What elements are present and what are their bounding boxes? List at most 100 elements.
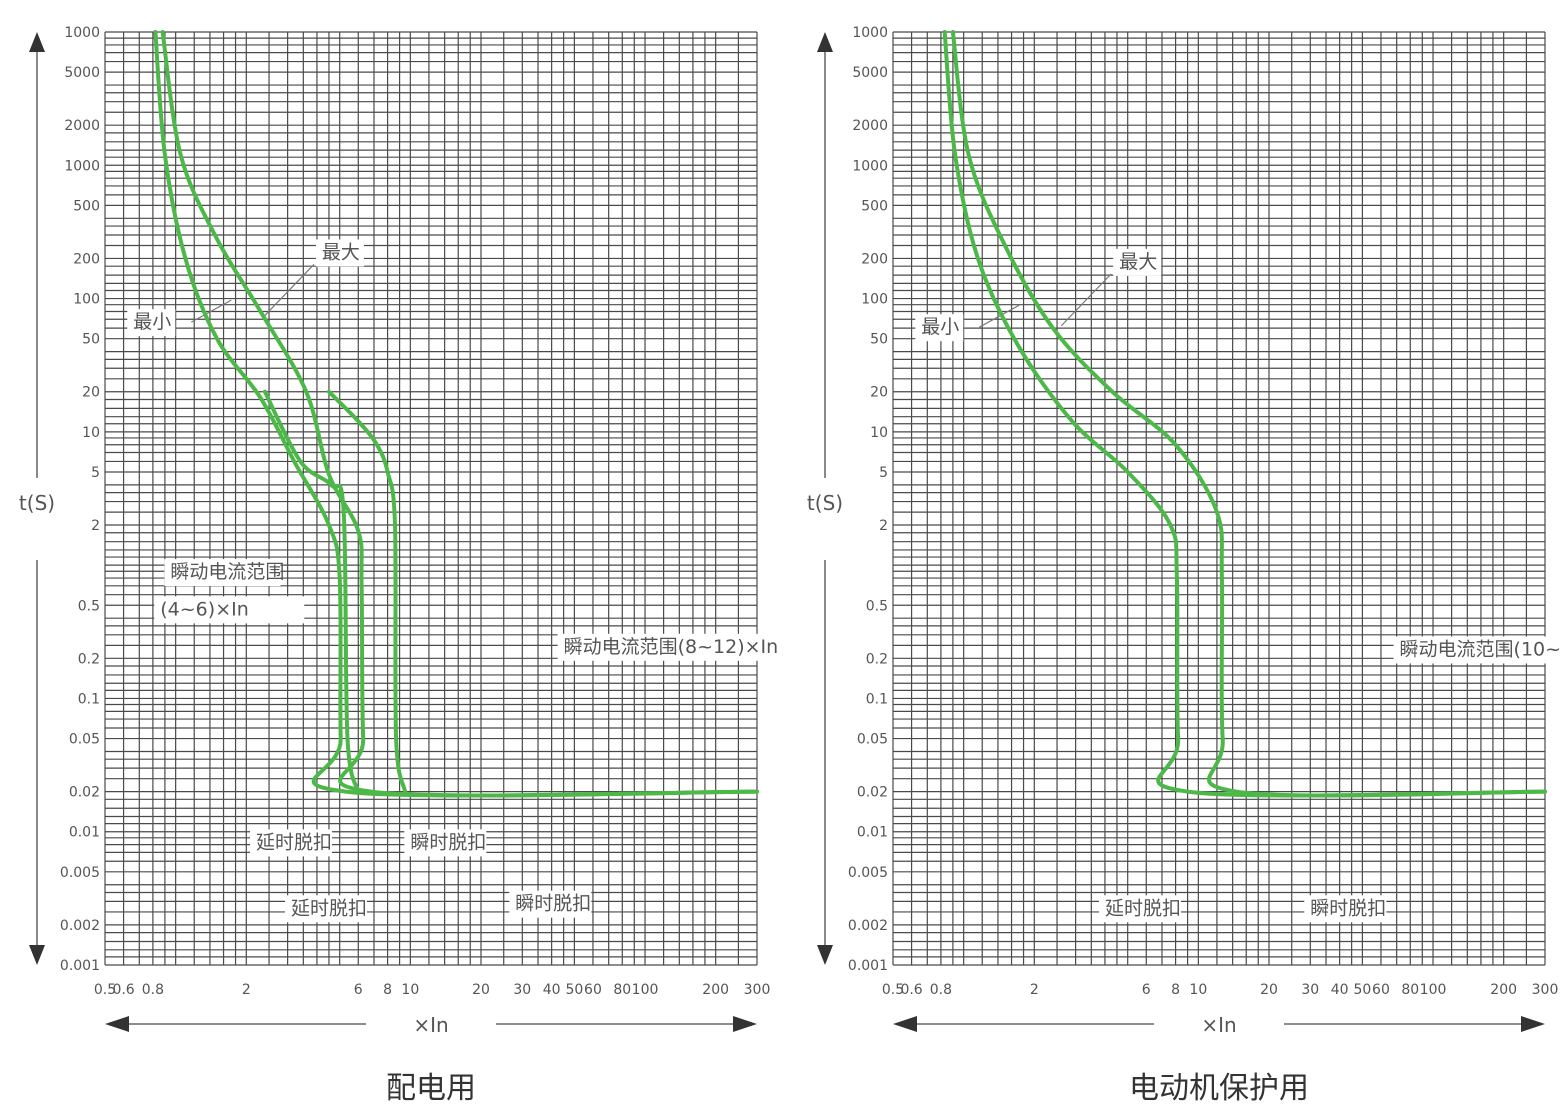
chart-2-xtick-label: 50 xyxy=(1353,982,1371,998)
chart-1-ytick-label: 1000 xyxy=(64,25,100,41)
chart-2-xtick-label: 8 xyxy=(1171,982,1180,998)
chart-1-title: 配电用 xyxy=(386,1071,476,1106)
chart-1-leader-line xyxy=(191,299,232,323)
chart-2-series-1-line xyxy=(942,30,1547,798)
chart-2-xtick-label: 60 xyxy=(1372,982,1390,998)
chart-2-ytick-label: 50 xyxy=(870,332,888,348)
chart-1-annotation-bg xyxy=(509,890,592,918)
chart-2-xtick-label: 0.5 xyxy=(882,982,904,998)
chart-2-xtick-label: 2 xyxy=(1030,982,1039,998)
chart-2-ytick-label: 0.2 xyxy=(866,651,888,667)
chart-2-leader-line xyxy=(1060,273,1112,327)
chart-2-xtick-label: 100 xyxy=(1420,982,1447,998)
chart-2-annotation: 最大 xyxy=(1119,251,1157,273)
chart-1-xtick-label: 0.5 xyxy=(94,982,116,998)
chart-1-x-axis-label: ×In xyxy=(413,1013,448,1037)
chart-1-xtick-label: 300 xyxy=(744,982,771,998)
chart-2-xtick-label: 0.6 xyxy=(900,982,922,998)
chart-1-annotation-bg xyxy=(284,895,367,923)
chart-1-xtick-label: 80 xyxy=(613,982,631,998)
chart-1-ytick-label: 1000 xyxy=(64,158,100,174)
chart-1-series-3-line xyxy=(262,389,361,794)
chart-1-xtick-label: 50 xyxy=(565,982,583,998)
chart-1-annotation: 瞬时脱扣 xyxy=(515,893,591,915)
chart-1-ytick-label: 50 xyxy=(82,332,100,348)
chart-1-annotation: 最小 xyxy=(133,311,171,333)
chart-1-ytick-label: 0.002 xyxy=(60,918,100,934)
chart-1-annotation-bg xyxy=(127,309,176,337)
chart-2-ytick-label: 2 xyxy=(879,518,888,534)
chart-1: 1000 5000 2000 1000 500 200 100 50 20 10 5 2 0.5 0.2 0… xyxy=(19,25,827,1106)
chart-1-xtick-label: 10 xyxy=(401,982,419,998)
chart-2-ytick-label: 200 xyxy=(861,251,888,267)
chart-1-annotation-bg xyxy=(404,829,487,857)
chart-2-xtick-label: 6 xyxy=(1142,982,1151,998)
chart-1-annotation: 瞬动电流范围 xyxy=(170,561,284,583)
chart-1-ytick-label: 0.01 xyxy=(69,825,100,841)
chart-1-annotation: 瞬时脱扣 xyxy=(410,831,486,853)
chart-2-ytick-label: 1000 xyxy=(852,25,888,41)
chart-1-ytick-label: 2 xyxy=(91,518,100,534)
chart-1-ytick-label: 0.5 xyxy=(78,598,100,614)
chart-2-annotation-bg xyxy=(1098,895,1181,923)
chart-2-xtick-label: 0.8 xyxy=(930,982,952,998)
chart-1-ytick-label: 100 xyxy=(73,292,100,308)
chart-2-annotation: 延时脱扣 xyxy=(1105,897,1181,919)
chart-2-xtick-label: 10 xyxy=(1189,982,1207,998)
chart-2-ytick-label: 500 xyxy=(861,198,888,214)
chart-2-y-axis-arrow xyxy=(817,32,833,965)
chart-1-series-1-line xyxy=(153,30,759,798)
chart-2-ytick-label: 20 xyxy=(870,385,888,401)
chart-2-annotation-bg xyxy=(1304,895,1387,923)
chart-1-ytick-label: 20 xyxy=(82,385,100,401)
chart-2-ytick-label: 0.02 xyxy=(857,785,888,801)
chart-2-annotation-bg xyxy=(1113,248,1162,276)
chart-1-ytick-label: 0.005 xyxy=(60,865,100,881)
chart-1-annotation-bg xyxy=(250,829,333,857)
chart-2-ytick-label: 100 xyxy=(861,292,888,308)
chart-1-ytick-label: 0.1 xyxy=(78,691,100,707)
chart-1-x-axis-arrow xyxy=(105,1016,757,1032)
chart-2-ytick-label: 5 xyxy=(879,465,888,481)
chart-1-ytick-label: 0.05 xyxy=(69,732,100,748)
chart-1-annotation: (4~6)×In xyxy=(160,598,249,620)
chart-2-xtick-label: 20 xyxy=(1260,982,1278,998)
chart-1-xtick-label: 8 xyxy=(383,982,392,998)
chart-2-title: 电动机保护用 xyxy=(1129,1071,1309,1106)
chart-2-xtick-label: 300 xyxy=(1532,982,1559,998)
chart-2-leader-line xyxy=(979,304,1020,328)
chart-2-x-axis-arrow xyxy=(893,1016,1545,1032)
chart-1-xtick-label: 0.8 xyxy=(142,982,164,998)
chart-2-ytick-label: 5000 xyxy=(852,65,888,81)
chart-1-ytick-label: 5000 xyxy=(64,65,100,81)
chart-2-ytick-label: 2000 xyxy=(852,118,888,134)
chart-1-ytick-label: 10 xyxy=(82,425,100,441)
chart-1-annotation: 延时脱扣 xyxy=(256,831,332,853)
chart-1-annotation: 瞬动电流范围(8~12)×In xyxy=(564,636,779,658)
chart-1-xtick-label: 200 xyxy=(702,982,729,998)
chart-2-annotation-bg xyxy=(1393,636,1563,664)
chart-2-ytick-label: 0.002 xyxy=(848,918,888,934)
chart-2-xtick-label: 200 xyxy=(1490,982,1517,998)
chart-2-annotation-bg xyxy=(915,314,964,342)
chart-2-ytick-label: 0.01 xyxy=(857,825,888,841)
chart-1-annotation-bg xyxy=(557,633,827,661)
chart-1-annotation-bg xyxy=(315,239,364,267)
chart-1-grid xyxy=(104,31,758,966)
chart-1-xtick-label: 20 xyxy=(472,982,490,998)
chart-2-xtick-label: 40 xyxy=(1331,982,1349,998)
chart-1-y-axis-arrow xyxy=(29,32,45,965)
chart-1-ytick-label: 200 xyxy=(73,251,100,267)
chart-1-xtick-label: 40 xyxy=(543,982,561,998)
chart-2-grid xyxy=(892,31,1546,966)
chart-1-leader-line xyxy=(263,264,315,317)
chart-2-ytick-label: 0.5 xyxy=(866,598,888,614)
chart-2-ytick-label: 0.05 xyxy=(857,732,888,748)
chart-1-annotation-bg xyxy=(164,559,281,587)
chart-1-annotation-bg xyxy=(154,596,305,624)
chart-2-annotation: 瞬动电流范围(10~14)×In xyxy=(1400,638,1563,660)
chart-2-xtick-label: 30 xyxy=(1301,982,1319,998)
